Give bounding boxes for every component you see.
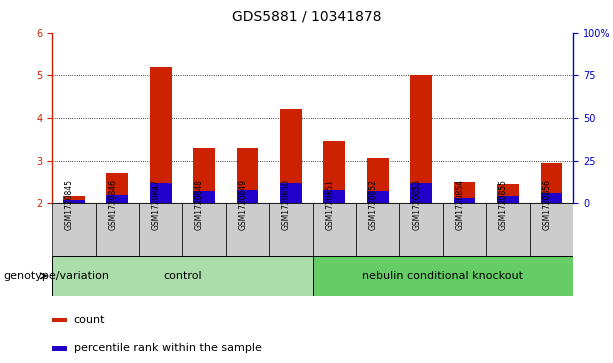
Bar	[280, 183, 302, 203]
Bar	[96, 203, 139, 256]
Bar	[107, 195, 128, 203]
Bar	[193, 148, 215, 203]
Bar	[63, 200, 85, 203]
Bar	[52, 256, 313, 296]
Bar	[139, 203, 183, 256]
Bar	[226, 203, 269, 256]
Bar	[410, 183, 432, 203]
Bar	[183, 203, 226, 256]
Text: GSM1720851: GSM1720851	[326, 179, 334, 230]
Text: GSM1720856: GSM1720856	[543, 179, 552, 231]
Text: GSM1720845: GSM1720845	[65, 179, 74, 231]
Bar	[356, 203, 400, 256]
Bar	[367, 191, 389, 203]
Text: GSM1720849: GSM1720849	[238, 179, 248, 231]
Bar	[454, 182, 476, 203]
Text: GSM1720854: GSM1720854	[455, 179, 465, 231]
Bar	[150, 183, 172, 203]
Text: GSM1720846: GSM1720846	[109, 179, 117, 231]
Text: GSM1720848: GSM1720848	[195, 179, 204, 230]
Bar	[313, 256, 573, 296]
Bar	[63, 196, 85, 203]
Bar	[541, 163, 562, 203]
Text: GSM1720853: GSM1720853	[412, 179, 421, 231]
Text: GSM1720847: GSM1720847	[151, 179, 161, 231]
Text: genotype/variation: genotype/variation	[3, 271, 109, 281]
Bar	[541, 193, 562, 203]
Bar	[237, 189, 258, 203]
Bar	[324, 189, 345, 203]
Text: percentile rank within the sample: percentile rank within the sample	[74, 343, 261, 354]
Text: count: count	[74, 315, 105, 325]
Bar	[497, 184, 519, 203]
Bar	[52, 346, 67, 351]
Bar	[400, 203, 443, 256]
Bar	[367, 159, 389, 203]
Text: nebulin conditional knockout: nebulin conditional knockout	[362, 271, 524, 281]
Bar	[52, 203, 96, 256]
Bar	[107, 174, 128, 203]
Text: GSM1720850: GSM1720850	[282, 179, 291, 231]
Text: GSM1720852: GSM1720852	[369, 179, 378, 230]
Bar	[237, 148, 258, 203]
Bar	[324, 142, 345, 203]
Bar	[269, 203, 313, 256]
Bar	[454, 198, 476, 203]
Text: control: control	[163, 271, 202, 281]
Text: GSM1720855: GSM1720855	[499, 179, 508, 231]
Bar	[497, 196, 519, 203]
Bar	[280, 110, 302, 203]
Bar	[530, 203, 573, 256]
Bar	[52, 318, 67, 322]
Text: GDS5881 / 10341878: GDS5881 / 10341878	[232, 9, 381, 23]
Bar	[150, 67, 172, 203]
Bar	[443, 203, 486, 256]
Bar	[486, 203, 530, 256]
Bar	[313, 203, 356, 256]
Bar	[193, 191, 215, 203]
Bar	[410, 75, 432, 203]
